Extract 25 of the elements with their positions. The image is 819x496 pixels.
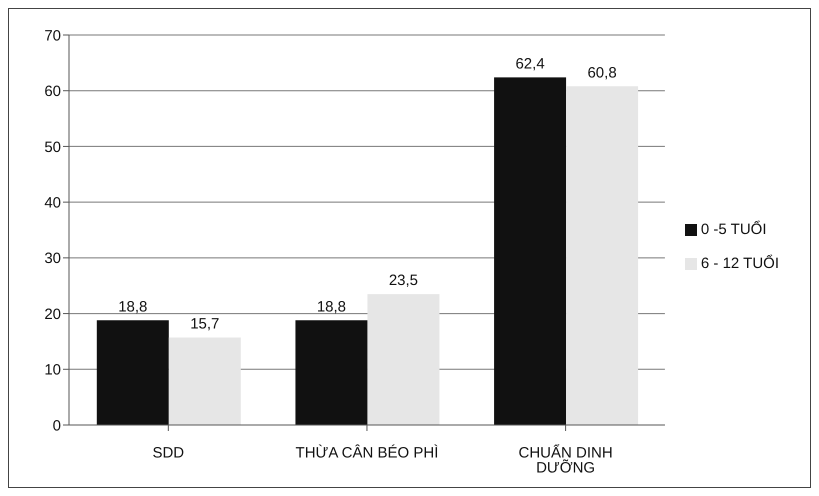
bar: [494, 77, 566, 425]
y-tick-label: 40: [44, 194, 61, 212]
y-tick-label: 20: [44, 306, 61, 323]
y-tick-label: 70: [44, 27, 61, 44]
data-label: 15,7: [190, 316, 220, 333]
bar: [367, 294, 440, 425]
data-label: 18,8: [316, 298, 346, 316]
legend-label: 6 - 12 TUỔI: [700, 255, 779, 272]
bar: [566, 86, 638, 425]
y-tick-label: 60: [44, 83, 61, 100]
data-label: 18,8: [118, 298, 148, 316]
data-label: 62,4: [515, 55, 545, 72]
bar: [96, 320, 169, 425]
y-tick-label: 50: [44, 138, 61, 156]
bar: [168, 338, 241, 425]
data-label: 60,8: [587, 64, 617, 82]
y-tick-label: 30: [44, 250, 61, 268]
x-tick-label: THỪA CÂN BÉO PHÌ: [296, 444, 438, 462]
x-tick-label: SDD: [152, 444, 184, 462]
bar: [295, 320, 368, 425]
y-tick-label: 0: [52, 417, 61, 434]
legend-label: 0 -5 TUỔI: [700, 221, 766, 238]
data-label: 23,5: [388, 272, 418, 290]
y-tick-label: 10: [44, 362, 61, 379]
x-tick-label: CHUẨN DINH DƯỠNG: [518, 444, 613, 477]
